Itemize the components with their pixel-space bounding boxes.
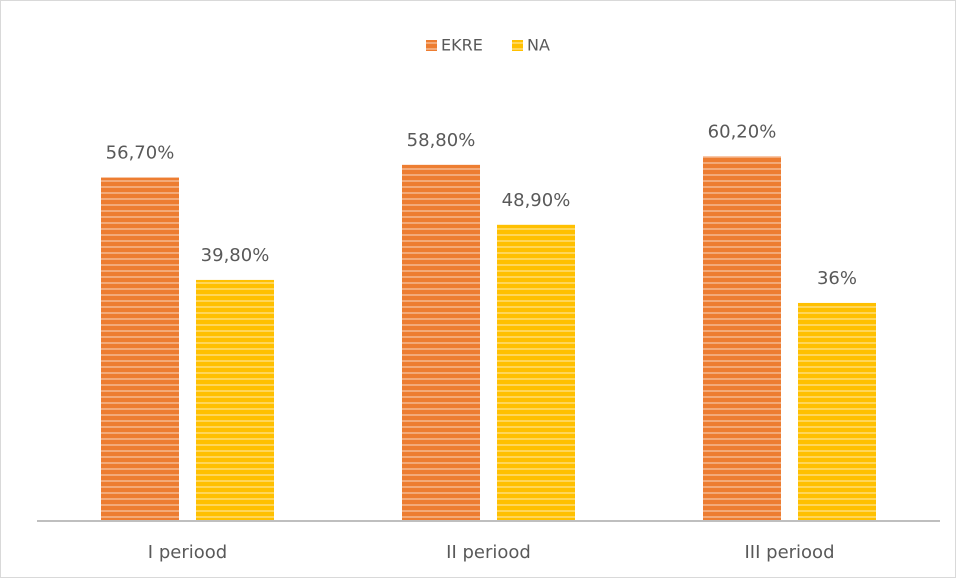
data-label: 39,80% xyxy=(201,245,270,266)
x-tick-label: I periood xyxy=(148,542,227,563)
legend-swatch xyxy=(426,40,437,51)
data-label: 36% xyxy=(817,268,857,289)
legend-swatch xyxy=(512,40,523,51)
x-tick-label: II periood xyxy=(446,542,531,563)
bar xyxy=(798,302,876,521)
bar xyxy=(196,279,274,521)
bar xyxy=(497,224,575,521)
legend-label: EKRE xyxy=(441,36,483,55)
data-label: 48,90% xyxy=(502,190,571,211)
bar xyxy=(101,177,179,521)
data-label: 60,20% xyxy=(708,121,777,142)
bar xyxy=(402,164,480,521)
data-label: 58,80% xyxy=(407,130,476,151)
bar xyxy=(703,156,781,522)
data-label: 56,70% xyxy=(106,143,175,164)
x-tick-label: III periood xyxy=(745,542,835,563)
legend-label: NA xyxy=(527,36,550,55)
